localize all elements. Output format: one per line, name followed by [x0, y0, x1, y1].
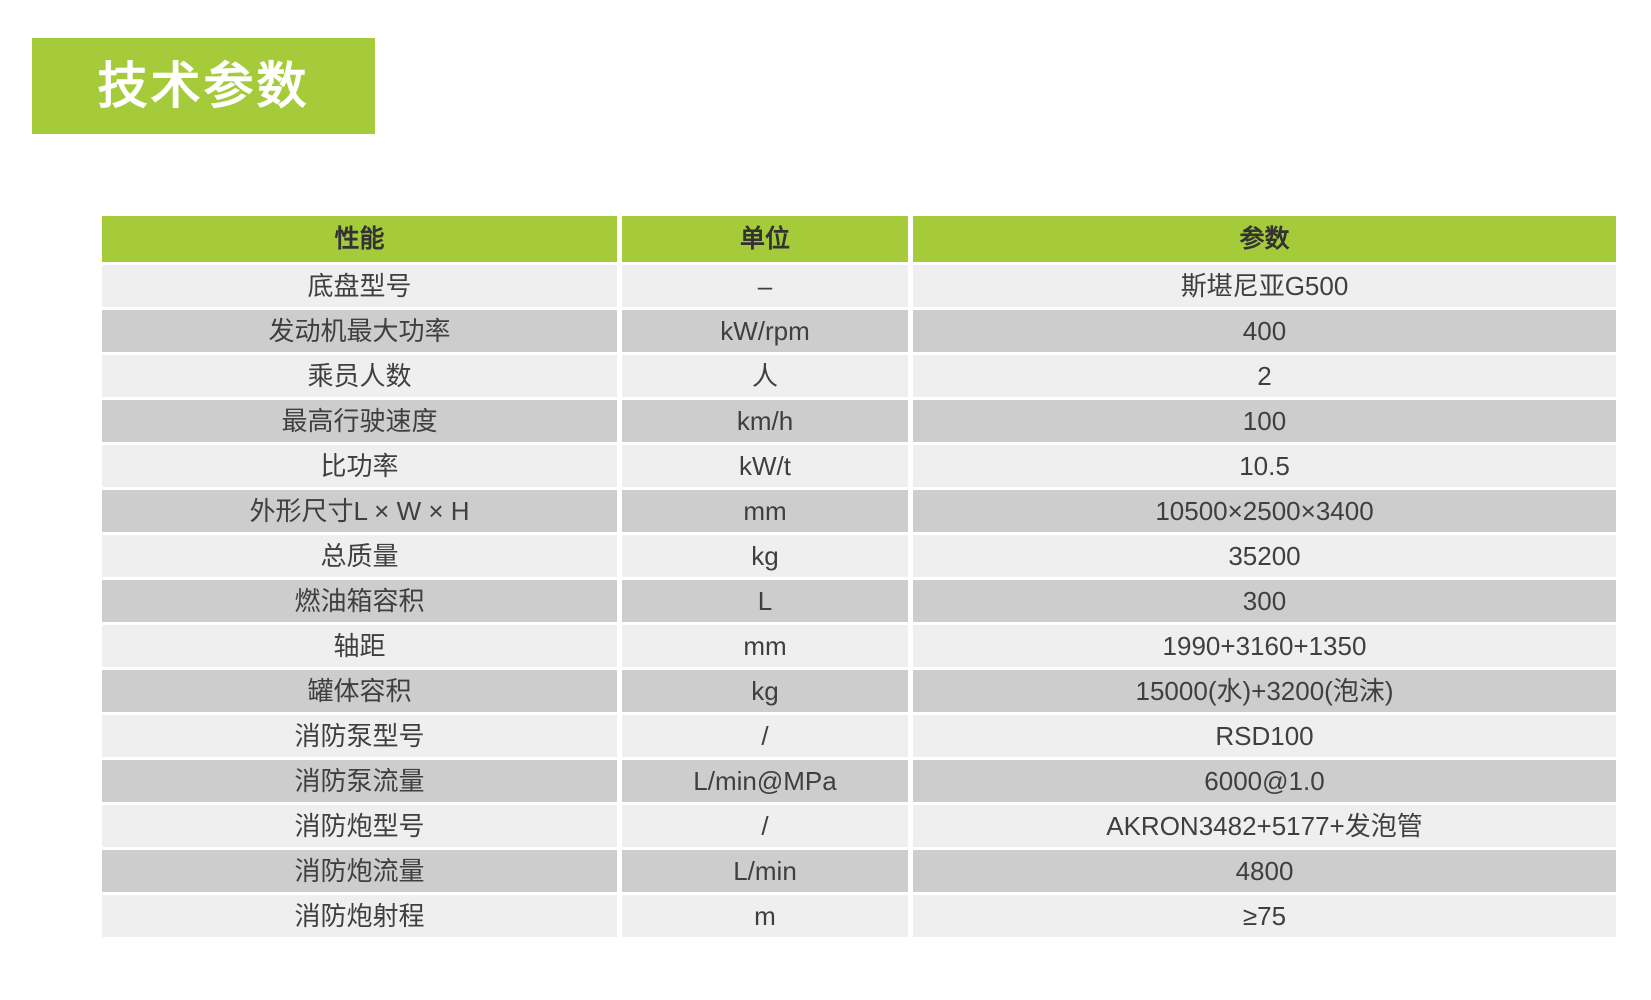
table-row: 消防泵流量 L/min@MPa 6000@1.0: [102, 760, 1616, 802]
cell-unit: /: [622, 715, 908, 757]
cell-unit: kg: [622, 535, 908, 577]
cell-performance-name: 消防炮射程: [102, 895, 617, 937]
cell-unit: –: [622, 265, 908, 307]
cell-unit: mm: [622, 625, 908, 667]
cell-parameter-value: 100: [913, 400, 1616, 442]
cell-performance-name: 罐体容积: [102, 670, 617, 712]
cell-performance-name: 消防泵流量: [102, 760, 617, 802]
cell-parameter-value: 2: [913, 355, 1616, 397]
cell-parameter-value: 6000@1.0: [913, 760, 1616, 802]
cell-unit: m: [622, 895, 908, 937]
table-row: 比功率 kW/t 10.5: [102, 445, 1616, 487]
cell-parameter-value: RSD100: [913, 715, 1616, 757]
table-header-row: 性能 单位 参数: [102, 216, 1616, 262]
cell-unit: kW/t: [622, 445, 908, 487]
cell-unit: 人: [622, 355, 908, 397]
spec-table: 性能 单位 参数 底盘型号 – 斯堪尼亚G500 发动机最大功率 kW/rpm …: [97, 213, 1621, 940]
cell-parameter-value: 10.5: [913, 445, 1616, 487]
table-row: 发动机最大功率 kW/rpm 400: [102, 310, 1616, 352]
cell-performance-name: 消防炮型号: [102, 805, 617, 847]
cell-performance-name: 轴距: [102, 625, 617, 667]
cell-unit: L/min@MPa: [622, 760, 908, 802]
cell-unit: kg: [622, 670, 908, 712]
cell-performance-name: 消防泵型号: [102, 715, 617, 757]
cell-parameter-value: 300: [913, 580, 1616, 622]
table-row: 乘员人数 人 2: [102, 355, 1616, 397]
cell-performance-name: 比功率: [102, 445, 617, 487]
cell-parameter-value: 1990+3160+1350: [913, 625, 1616, 667]
page-title: 技术参数: [32, 38, 375, 134]
table-row: 燃油箱容积 L 300: [102, 580, 1616, 622]
cell-unit: kW/rpm: [622, 310, 908, 352]
table-row: 外形尺寸L × W × H mm 10500×2500×3400: [102, 490, 1616, 532]
cell-performance-name: 底盘型号: [102, 265, 617, 307]
table-row: 总质量 kg 35200: [102, 535, 1616, 577]
cell-parameter-value: 斯堪尼亚G500: [913, 265, 1616, 307]
cell-parameter-value: 400: [913, 310, 1616, 352]
cell-unit: L/min: [622, 850, 908, 892]
cell-performance-name: 乘员人数: [102, 355, 617, 397]
col-header-parameter: 参数: [913, 216, 1616, 262]
table-row: 消防炮型号 / AKRON3482+5177+发泡管: [102, 805, 1616, 847]
table-row: 底盘型号 – 斯堪尼亚G500: [102, 265, 1616, 307]
cell-performance-name: 总质量: [102, 535, 617, 577]
cell-parameter-value: 35200: [913, 535, 1616, 577]
cell-performance-name: 发动机最大功率: [102, 310, 617, 352]
cell-unit: L: [622, 580, 908, 622]
cell-unit: km/h: [622, 400, 908, 442]
col-header-unit: 单位: [622, 216, 908, 262]
cell-parameter-value: ≥75: [913, 895, 1616, 937]
cell-performance-name: 外形尺寸L × W × H: [102, 490, 617, 532]
table-row: 消防炮流量 L/min 4800: [102, 850, 1616, 892]
table-row: 罐体容积 kg 15000(水)+3200(泡沫): [102, 670, 1616, 712]
cell-unit: /: [622, 805, 908, 847]
table-row: 消防炮射程 m ≥75: [102, 895, 1616, 937]
page-title-label: 技术参数: [97, 58, 310, 114]
table-row: 轴距 mm 1990+3160+1350: [102, 625, 1616, 667]
cell-parameter-value: 15000(水)+3200(泡沫): [913, 670, 1616, 712]
cell-parameter-value: AKRON3482+5177+发泡管: [913, 805, 1616, 847]
table-row: 消防泵型号 / RSD100: [102, 715, 1616, 757]
cell-performance-name: 消防炮流量: [102, 850, 617, 892]
table-row: 最高行驶速度 km/h 100: [102, 400, 1616, 442]
cell-unit: mm: [622, 490, 908, 532]
cell-performance-name: 燃油箱容积: [102, 580, 617, 622]
col-header-performance: 性能: [102, 216, 617, 262]
cell-performance-name: 最高行驶速度: [102, 400, 617, 442]
cell-parameter-value: 10500×2500×3400: [913, 490, 1616, 532]
cell-parameter-value: 4800: [913, 850, 1616, 892]
